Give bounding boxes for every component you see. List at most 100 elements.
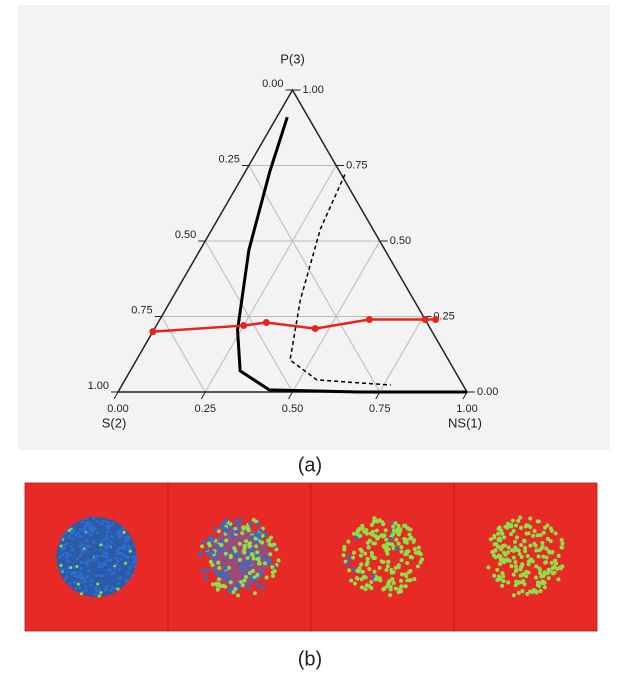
particle <box>520 580 525 585</box>
particle <box>102 544 106 548</box>
particle <box>535 519 540 524</box>
particle <box>122 544 126 548</box>
particle <box>496 537 501 542</box>
particle <box>257 561 262 566</box>
particle <box>227 589 232 594</box>
particle <box>220 525 225 530</box>
particle <box>521 538 526 543</box>
particle <box>211 582 216 587</box>
particle <box>117 530 121 534</box>
particle <box>351 567 356 572</box>
particle <box>98 548 102 552</box>
particle <box>404 525 409 530</box>
particle <box>237 541 242 546</box>
particle <box>405 561 410 566</box>
particle <box>384 568 389 573</box>
particle <box>494 542 499 547</box>
particle <box>256 583 261 588</box>
particle <box>405 578 410 583</box>
particle <box>347 568 352 573</box>
particle <box>233 549 238 554</box>
particle <box>65 575 69 579</box>
particle <box>549 528 554 533</box>
particle <box>497 525 502 530</box>
particle <box>100 539 104 543</box>
particle <box>538 588 543 593</box>
particle <box>65 529 69 533</box>
particle <box>84 548 88 552</box>
particle <box>228 555 233 560</box>
particle <box>69 532 73 536</box>
particle <box>379 533 384 538</box>
particle <box>403 572 408 577</box>
particle <box>268 535 273 540</box>
particle <box>526 562 531 567</box>
particle <box>354 535 359 540</box>
particle <box>60 536 64 540</box>
particle <box>240 531 245 536</box>
particle <box>399 545 404 550</box>
particle <box>513 564 518 569</box>
particle <box>223 519 228 524</box>
particle <box>128 565 132 569</box>
particle <box>103 560 107 564</box>
particle <box>501 543 506 548</box>
particle <box>525 591 530 596</box>
particle <box>228 580 233 585</box>
particle <box>216 560 221 565</box>
particle <box>381 522 386 527</box>
particle <box>232 546 237 551</box>
ternary-plot: 0.00 0.25 0.50 0.75 1.00 1.00 0.75 0.50 0.25 0.00… <box>88 51 499 430</box>
particle <box>506 550 511 555</box>
particle <box>511 528 516 533</box>
particle <box>399 578 404 583</box>
particle <box>413 550 418 555</box>
particle <box>86 575 90 579</box>
particle <box>64 542 68 546</box>
particle <box>213 555 218 560</box>
particle <box>542 525 547 530</box>
particle <box>240 569 245 574</box>
particle <box>208 559 213 564</box>
particle <box>83 526 87 530</box>
particle <box>109 558 113 562</box>
particle <box>256 522 261 527</box>
particle <box>274 547 279 552</box>
particle <box>234 518 239 523</box>
particle <box>83 539 87 543</box>
particle <box>105 552 109 556</box>
particle <box>365 560 370 565</box>
particle <box>82 577 86 581</box>
particle <box>501 574 506 579</box>
particle <box>220 572 225 577</box>
particle <box>250 534 255 539</box>
particle <box>105 555 109 559</box>
particle <box>270 565 275 570</box>
particle <box>67 535 71 539</box>
particle <box>516 518 521 523</box>
particle <box>539 580 544 585</box>
particle <box>65 554 69 558</box>
particle <box>69 566 73 570</box>
particle <box>234 552 239 557</box>
particle <box>92 526 96 530</box>
particle <box>393 521 398 526</box>
particle <box>513 583 518 588</box>
particle <box>511 572 516 577</box>
particle <box>533 575 538 580</box>
particle <box>132 543 136 547</box>
grid-line <box>204 240 293 393</box>
particle <box>240 583 245 588</box>
particle <box>253 536 258 541</box>
particle <box>238 580 243 585</box>
particle <box>267 560 272 565</box>
particle <box>519 542 524 547</box>
particle <box>80 520 84 524</box>
particle <box>215 583 220 588</box>
particle <box>105 534 109 538</box>
bottom-tick-label: 0.25 <box>195 403 216 415</box>
particle <box>84 517 88 521</box>
particle <box>548 539 553 544</box>
particle <box>114 556 118 560</box>
particle <box>78 585 82 589</box>
